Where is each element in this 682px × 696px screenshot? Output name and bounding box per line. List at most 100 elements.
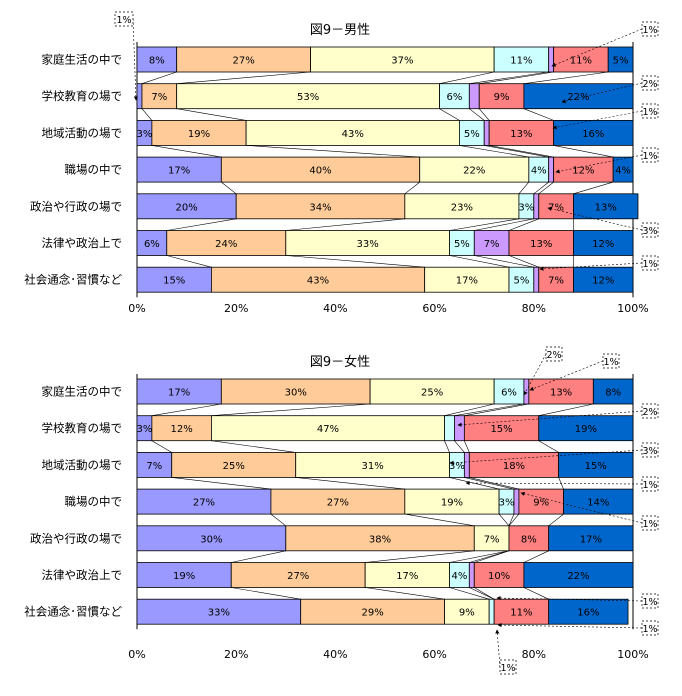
bar-segment-seg1 <box>136 193 237 220</box>
callout-label: 1% <box>116 15 131 26</box>
data-label: 16% <box>577 608 599 619</box>
data-label: 16% <box>582 129 604 140</box>
data-label: 3% <box>137 129 153 140</box>
bar-segment-seg2 <box>230 562 366 588</box>
data-label: 5% <box>464 129 480 140</box>
bar-segment-seg6 <box>468 451 560 478</box>
category-label: 社会通念･習慣など <box>24 273 122 287</box>
data-label: 23% <box>451 202 473 213</box>
x-tick-label: 0% <box>128 302 145 315</box>
data-label: 22% <box>567 92 589 103</box>
bar-segment-seg1 <box>136 488 272 515</box>
callout-arrow <box>457 410 643 427</box>
series-connector-line <box>449 218 519 231</box>
category-label: 法律や政治上で <box>42 568 123 582</box>
data-label: 5% <box>513 276 529 287</box>
bar-segment-seg6 <box>538 266 574 293</box>
category-label: 地域活動の場で <box>42 458 123 472</box>
series-connector-line <box>141 71 177 84</box>
bar-segment-seg5 <box>454 415 465 442</box>
bar-segment-seg7 <box>553 120 634 146</box>
data-label: 11% <box>510 608 532 619</box>
bar-segment-seg2 <box>151 415 212 442</box>
data-label: 19% <box>188 129 210 140</box>
bar-segment-seg1 <box>136 562 232 588</box>
series-connector-line <box>449 477 500 490</box>
category-label: 家庭生活の中で <box>42 53 123 67</box>
data-label: 19% <box>173 571 195 582</box>
data-label: 7% <box>484 534 500 545</box>
category-label: 学校教育の場で <box>42 421 123 435</box>
data-label: 27% <box>193 498 215 509</box>
bar-segment-seg7 <box>563 488 634 515</box>
series-connector-line <box>439 71 495 84</box>
bar-segment-seg6 <box>538 193 574 220</box>
data-label: 5% <box>454 239 470 250</box>
data-label: 27% <box>233 56 255 67</box>
x-tick-label: 60% <box>422 302 446 315</box>
bar-segment-seg3 <box>444 598 490 625</box>
bar-segment-seg2 <box>235 193 406 220</box>
series-connector-line <box>221 181 237 195</box>
data-label: 3% <box>499 498 515 509</box>
series-connector-line <box>538 181 554 195</box>
callout-box <box>641 442 659 458</box>
data-label: 20% <box>175 202 197 213</box>
series-connector-line <box>474 218 534 231</box>
series-connector-line <box>498 513 510 526</box>
callout-arrow <box>551 28 643 67</box>
x-tick-label: 20% <box>224 302 248 315</box>
bar-segment-seg3 <box>210 415 445 442</box>
series-connector-line <box>523 587 549 600</box>
data-label: 25% <box>223 461 245 472</box>
series-connector-line <box>141 108 153 121</box>
data-label: 7% <box>151 92 167 103</box>
callout-label: 1% <box>642 25 657 36</box>
bar-segment-seg5 <box>468 562 475 588</box>
callout-box <box>641 476 659 492</box>
bar-segment-seg1 <box>136 378 222 405</box>
bar-segment-seg5 <box>533 266 540 293</box>
bar-segment-seg4 <box>488 598 495 625</box>
bar-segment-seg7 <box>573 230 634 256</box>
bar-segment-seg3 <box>404 193 520 220</box>
data-label: 33% <box>357 239 379 250</box>
callout-arrow <box>561 82 643 104</box>
series-connector-line <box>176 71 311 84</box>
bar-segment-seg6 <box>488 120 555 146</box>
x-tick-label: 40% <box>323 648 347 661</box>
series-connector-line <box>533 181 549 195</box>
bar-segment-seg4 <box>444 415 455 442</box>
callout-label: 1% <box>642 107 657 118</box>
series-connector-line <box>469 108 485 121</box>
chart-title-2: 図9－女性 <box>310 354 370 370</box>
bar-segment-seg2 <box>210 266 426 293</box>
callout-box <box>641 103 659 119</box>
series-connector-line <box>474 550 510 563</box>
callout-box <box>545 346 563 362</box>
data-label: 43% <box>342 129 364 140</box>
series-connector-line <box>166 255 212 268</box>
bar-segment-seg2 <box>300 598 445 625</box>
data-label: 27% <box>287 571 309 582</box>
data-label: 7% <box>548 276 564 287</box>
bar-segment-seg2 <box>171 451 297 478</box>
category-label: 職場の中で <box>65 163 123 177</box>
data-label: 53% <box>297 92 319 103</box>
callout-arrow <box>555 154 643 174</box>
callout-arrow <box>539 262 643 271</box>
callout-label: 3% <box>642 226 657 237</box>
data-label: 15% <box>490 424 512 435</box>
bar-segment-seg2 <box>176 46 311 73</box>
bar-segment-seg5 <box>513 488 520 515</box>
callout-label: 2% <box>642 407 657 418</box>
category-label: 学校教育の場で <box>42 89 123 103</box>
data-label: 4% <box>531 166 547 177</box>
callout-arrow <box>547 206 643 231</box>
data-label: 30% <box>285 388 307 399</box>
x-tick-label: 40% <box>323 302 347 315</box>
callout-arrow <box>132 18 138 101</box>
data-label: 33% <box>208 608 230 619</box>
category-label: 政治や行政の場で <box>30 199 122 213</box>
